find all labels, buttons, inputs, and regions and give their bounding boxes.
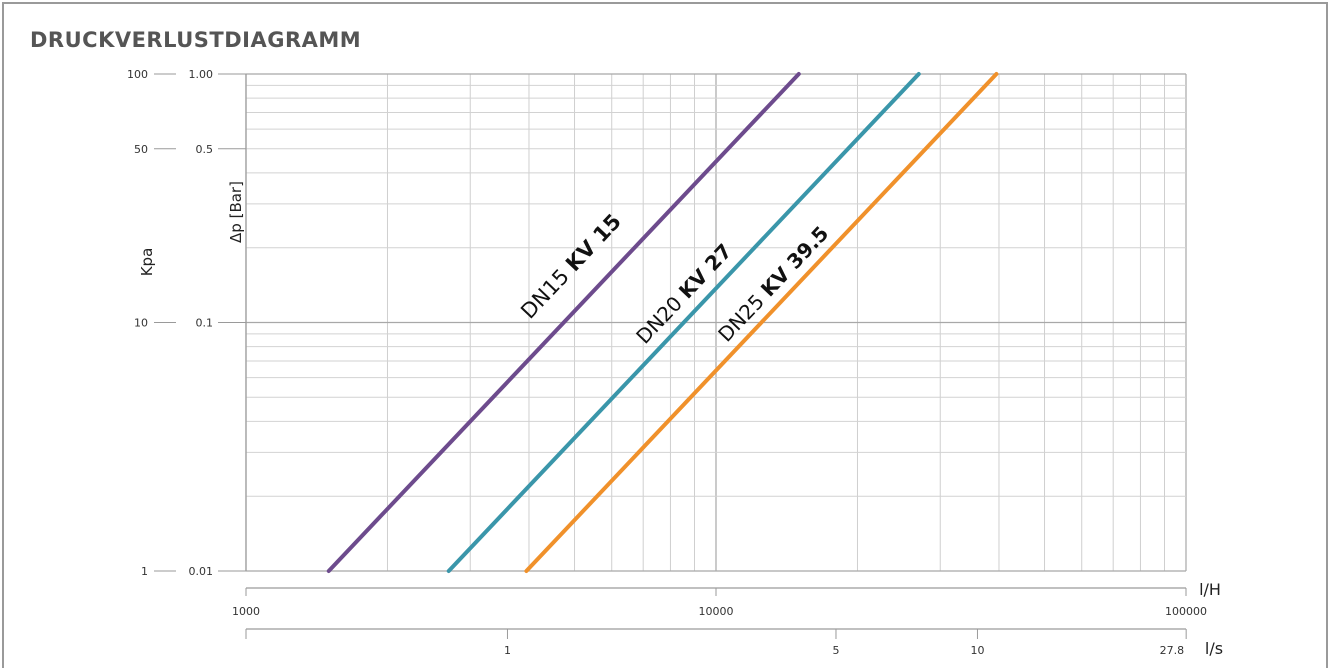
series-label-dn: DN15 <box>516 260 578 324</box>
y-tick-label-kpa: 50 <box>134 143 148 156</box>
y-tick-label-kpa: 1 <box>141 565 148 578</box>
x-tick-label-lh: 1000 <box>232 605 260 618</box>
x-tick-label-ls: 27.8 <box>1160 644 1185 657</box>
series-line-dn20 <box>446 72 921 573</box>
y-tick-label-bar: 0.1 <box>196 317 214 330</box>
series-label-dn15: DN15 KV 15 <box>516 209 626 323</box>
series-line-dn15 <box>326 72 801 573</box>
series-line-dn25 <box>524 72 999 573</box>
x-tick-label-lh: 10000 <box>699 605 734 618</box>
axes: 1.00 0.5 0.1 0.01 100 50 10 1 Kpa Δp [Bar] 1000 100… <box>127 68 1223 658</box>
series-label-kv: KV 27 <box>674 239 737 303</box>
x-tick-label-lh: 100000 <box>1165 605 1207 618</box>
series-label-dn25: DN25 KV 39.5 <box>713 221 833 346</box>
y-axis-label-bar: Δp [Bar] <box>227 181 245 243</box>
y-tick-label-bar: 0.5 <box>196 143 214 156</box>
y-tick-label-bar: 1.00 <box>189 68 214 81</box>
y-tick-label-bar: 0.01 <box>189 565 214 578</box>
grid <box>245 73 1187 572</box>
x-tick-label-ls: 1 <box>504 644 511 657</box>
x-axis-label-ls: l/s <box>1205 639 1223 658</box>
page-title: DRUCKVERLUSTDIAGRAMM <box>30 28 362 52</box>
y-axis-label-kpa: Kpa <box>138 248 156 277</box>
x-tick-label-ls: 10 <box>970 644 984 657</box>
series-lines <box>326 72 999 573</box>
y-tick-label-kpa: 100 <box>127 68 148 81</box>
y-tick-label-kpa: 10 <box>134 317 148 330</box>
x-axis-label-lh: l/H <box>1199 580 1221 599</box>
x-tick-label-ls: 5 <box>832 644 839 657</box>
